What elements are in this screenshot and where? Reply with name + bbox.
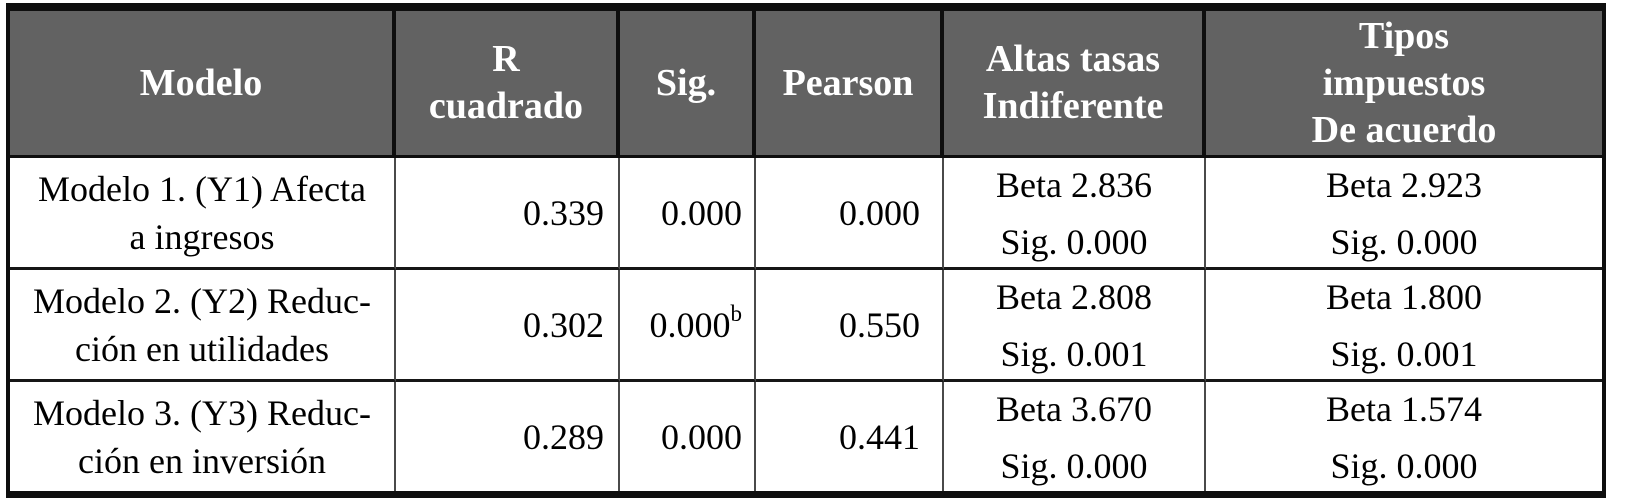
beta-value: Beta 3.670 bbox=[996, 389, 1152, 429]
r-cuadrado-value: 0.302 bbox=[396, 270, 620, 382]
regression-results-table: Modelo R cuadrado Sig. Pearson Altas tas… bbox=[6, 3, 1606, 498]
header-row: Modelo R cuadrado Sig. Pearson Altas tas… bbox=[10, 11, 1602, 158]
sig-value: 0.000 bbox=[620, 158, 756, 270]
model-name: Modelo 2. (Y2) Reduc- ción en utilidades bbox=[10, 270, 396, 382]
altas-tasas-cell: Beta 2.808 Sig. 0.001 bbox=[944, 270, 1206, 382]
table-row-modelo-2: Modelo 2. (Y2) Reduc- ción en utilidades… bbox=[10, 270, 1602, 382]
sig-value: Sig. 0.001 bbox=[1000, 334, 1148, 374]
header-tipos-impuestos: Tipos impuestos De acuerdo bbox=[1206, 11, 1602, 158]
sig-value: Sig. 0.000 bbox=[1000, 222, 1148, 262]
beta-value: Beta 1.574 bbox=[1326, 389, 1482, 429]
tipos-impuestos-cell: Beta 1.574 Sig. 0.000 bbox=[1206, 382, 1602, 491]
sig-value: Sig. 0.000 bbox=[1000, 446, 1148, 486]
model-name: Modelo 3. (Y3) Reduc- ción en inversión bbox=[10, 382, 396, 491]
pearson-value: 0.441 bbox=[756, 382, 944, 491]
tipos-impuestos-cell: Beta 2.923 Sig. 0.000 bbox=[1206, 158, 1602, 270]
header-pearson: Pearson bbox=[756, 11, 944, 158]
pearson-value: 0.000 bbox=[756, 158, 944, 270]
altas-tasas-cell: Beta 2.836 Sig. 0.000 bbox=[944, 158, 1206, 270]
sig-value: Sig. 0.001 bbox=[1330, 334, 1478, 374]
sig-value: Sig. 0.000 bbox=[1330, 446, 1478, 486]
header-r-cuadrado: R cuadrado bbox=[396, 11, 620, 158]
beta-value: Beta 2.836 bbox=[996, 165, 1152, 205]
table-row-modelo-1: Modelo 1. (Y1) Afecta a ingresos 0.339 0… bbox=[10, 158, 1602, 270]
sig-value: 0.000b bbox=[620, 270, 756, 382]
sig-value: Sig. 0.000 bbox=[1330, 222, 1478, 262]
header-sig: Sig. bbox=[620, 11, 756, 158]
model-name: Modelo 1. (Y1) Afecta a ingresos bbox=[10, 158, 396, 270]
pearson-value: 0.550 bbox=[756, 270, 944, 382]
header-altas-tasas: Altas tasas Indiferente bbox=[944, 11, 1206, 158]
beta-value: Beta 2.808 bbox=[996, 277, 1152, 317]
sig-number: 0.000 bbox=[661, 416, 742, 457]
tipos-impuestos-cell: Beta 1.800 Sig. 0.001 bbox=[1206, 270, 1602, 382]
sig-number: 0.000 bbox=[661, 192, 742, 233]
table-header: Modelo R cuadrado Sig. Pearson Altas tas… bbox=[10, 11, 1602, 158]
altas-tasas-cell: Beta 3.670 Sig. 0.000 bbox=[944, 382, 1206, 491]
sig-number: 0.000 bbox=[649, 304, 731, 345]
table-body: Modelo 1. (Y1) Afecta a ingresos 0.339 0… bbox=[10, 158, 1602, 491]
r-cuadrado-value: 0.289 bbox=[396, 382, 620, 491]
table-row-modelo-3: Modelo 3. (Y3) Reduc- ción en inversión … bbox=[10, 382, 1602, 491]
sig-superscript: b bbox=[730, 300, 743, 326]
header-modelo: Modelo bbox=[10, 11, 396, 158]
beta-value: Beta 1.800 bbox=[1326, 277, 1482, 317]
beta-value: Beta 2.923 bbox=[1326, 165, 1482, 205]
sig-value: 0.000 bbox=[620, 382, 756, 491]
r-cuadrado-value: 0.339 bbox=[396, 158, 620, 270]
